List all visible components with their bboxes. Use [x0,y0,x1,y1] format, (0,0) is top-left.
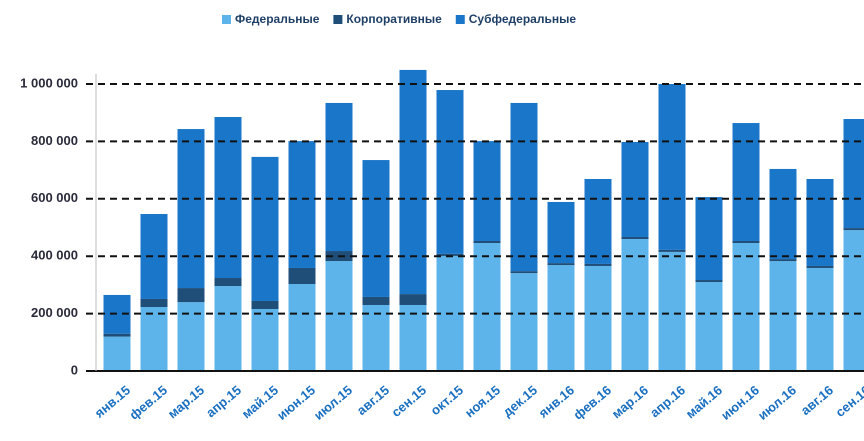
bar-segment [806,267,834,371]
bar-segment [251,309,279,371]
bar-segment [473,141,501,241]
x-tick-label: авг.15 [354,382,392,418]
x-tick-label: янв.16 [536,382,577,420]
x-tick-label: сен.15 [389,382,430,419]
x-tick-label: ноя.15 [462,382,503,420]
bar-segment [288,141,316,268]
x-tick-label: июн.16 [718,382,762,422]
bar-segment [473,240,501,243]
bar-segment [843,230,864,371]
bar-segment [177,288,205,303]
bar-segment [658,251,686,371]
bar-segment [584,178,612,264]
bar-segment [214,117,242,279]
bar-segment [621,238,649,371]
bar-segment [843,228,864,231]
x-tick-label: июл.15 [311,382,355,422]
bar-segment [584,265,612,371]
bar-segment [325,102,353,252]
bar-segment [214,286,242,371]
bar-segment [510,273,538,371]
bar-segment [843,119,864,229]
bar-segment [362,296,390,305]
bar-segment [177,129,205,289]
bar-segment [399,294,427,305]
bar-segment [547,265,575,371]
bar-segment [732,123,760,241]
bar-segment [658,84,686,250]
x-tick-label: фев.16 [570,382,614,422]
bar-segment [695,197,723,281]
bar-segment [251,156,279,301]
bar-segment [510,102,538,272]
bar-segment [288,284,316,371]
legend-label: Корпоративные [346,12,442,26]
bar-segment [362,160,390,297]
bar-segment [214,278,242,287]
bar-segment [325,261,353,371]
y-tick-label: 200 000 [31,305,78,320]
x-tick-label: июл.16 [755,382,799,422]
bar-segment [288,267,316,285]
bar-segment [695,280,723,283]
bar-segment [769,259,797,262]
legend-swatch [222,15,231,24]
bar-segment [140,298,168,307]
legend-label: Субфедеральные [469,12,577,26]
bar-segment [473,242,501,371]
bar-segment [177,302,205,371]
x-tick-label: сен.16 [833,382,864,419]
x-tick-label: янв.15 [92,382,133,420]
y-tick-label: 400 000 [31,248,78,263]
bar-segment [732,240,760,243]
bar-segment [362,304,390,371]
bar-segment [769,168,797,260]
bar-segment [436,90,464,254]
y-tick-label: 600 000 [31,190,78,205]
y-tick-label: 0 [71,362,78,377]
y-tick-label: 800 000 [31,133,78,148]
bar-segment [547,263,575,266]
x-tick-label: май.16 [683,382,725,421]
x-tick-label: апр.15 [203,382,244,420]
x-tick-label: окт.15 [428,382,467,418]
x-tick-label: апр.16 [647,382,688,420]
bar-segment [140,306,168,371]
x-tick-label: авг.16 [798,382,836,418]
legend-swatch [333,15,343,24]
x-tick-label: июн.15 [274,382,318,422]
bar-segment [621,141,649,237]
bar-segment [769,261,797,371]
bar-segment [806,178,834,266]
bar-segment [732,242,760,371]
x-tick-label: май.15 [239,382,281,421]
x-tick-label: мар.15 [165,382,207,421]
bar-segment [103,336,131,371]
bar-segment [436,253,464,256]
legend-label: Федеральные [235,12,320,26]
bar-segment [547,201,575,264]
bar-segment [695,282,723,371]
bar-segment [621,236,649,239]
bar-segment [399,69,427,295]
bar-segment [399,304,427,371]
bar-segment [103,333,131,337]
x-tick-label: мар.16 [609,382,651,421]
legend-swatch [455,15,465,24]
bar-segment [806,265,834,268]
y-tick-label: 1 000 000 [20,75,78,90]
bar-segment [658,249,686,252]
x-tick-label: фев.15 [126,382,170,422]
bar-segment [251,300,279,310]
bar-segment [584,263,612,266]
bar-segment [510,271,538,274]
x-tick-label: дек.15 [500,382,540,419]
